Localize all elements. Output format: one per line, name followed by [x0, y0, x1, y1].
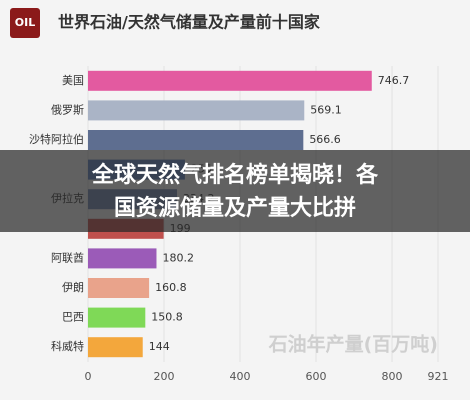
overlay-text: 国资源储量及产量大比拼: [114, 195, 356, 221]
x-tick-label: 600: [306, 370, 327, 383]
y-tick-label: 伊朗: [62, 281, 84, 294]
value-label: 746.7: [378, 74, 410, 87]
value-label: 150.8: [151, 311, 183, 324]
chart-title: 世界石油/天然气储量及产量前十国家: [58, 13, 321, 32]
y-tick-label: 巴西: [62, 311, 84, 324]
y-tick-label: 阿联酋: [51, 250, 84, 264]
bar: [88, 307, 146, 328]
x-axis-label: 石油年产量(百万吨): [268, 333, 438, 356]
bar: [88, 100, 305, 121]
y-tick-label: 俄罗斯: [51, 103, 84, 116]
y-tick-label: 美国: [62, 74, 84, 87]
x-tick-label: 0: [85, 370, 92, 383]
value-label: 160.8: [155, 281, 187, 294]
bar: [88, 337, 143, 358]
y-tick-label: 科威特: [51, 339, 84, 353]
bar: [88, 278, 150, 298]
overlay-band: [0, 150, 470, 232]
x-tick-label: 200: [154, 370, 175, 383]
bar: [88, 248, 157, 269]
overlay-text: 全球天然气排名榜单揭晓！各: [91, 162, 379, 188]
value-label: 566.6: [309, 133, 341, 146]
x-tick-label: 921: [428, 370, 449, 383]
x-tick-label: 400: [230, 370, 251, 383]
logo: OIL: [15, 16, 35, 29]
value-label: 180.2: [162, 251, 194, 264]
value-label: 144: [149, 340, 170, 353]
bar: [88, 130, 304, 150]
bar: [88, 70, 372, 91]
value-label: 569.1: [310, 103, 342, 116]
y-tick-label: 沙特阿拉伯: [29, 132, 84, 146]
logo-box: [10, 8, 40, 38]
x-tick-label: 800: [382, 370, 403, 383]
